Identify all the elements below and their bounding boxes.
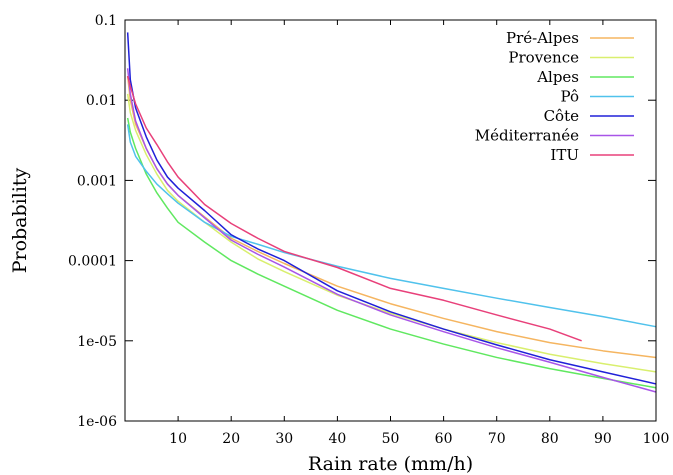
series-line	[126, 32, 657, 385]
series-line	[126, 93, 657, 373]
legend-label: Côte	[544, 107, 580, 125]
legend-label: Pré-Alpes	[506, 29, 579, 47]
x-tick-label: 50	[382, 431, 400, 447]
series-lines	[126, 32, 657, 393]
y-tick-label: 0.01	[86, 93, 117, 109]
x-axis-title: Rain rate (mm/h)	[308, 453, 473, 475]
plot-frame	[124, 19, 657, 422]
x-tick-label: 100	[643, 431, 670, 447]
y-tick-label: 0.1	[95, 13, 117, 29]
x-tick-label: 80	[541, 431, 559, 447]
legend-label: ITU	[550, 146, 579, 164]
x-tick-label: 10	[169, 431, 187, 447]
series-line	[126, 124, 657, 328]
x-tick-label: 40	[328, 431, 346, 447]
legend-label: Provence	[508, 49, 579, 67]
x-tick-label: 20	[222, 431, 240, 447]
x-tick-label: 60	[435, 431, 453, 447]
y-tick-label: 1e-06	[77, 414, 117, 430]
y-tick-label: 0.001	[77, 173, 117, 189]
series-line	[126, 68, 657, 393]
legend-label: Pô	[560, 88, 579, 106]
legend-label: Méditerranée	[475, 127, 579, 145]
series-line	[126, 75, 582, 342]
axis-ticks: 10 20 30 40 50 60 70 80 90 100 0.1 0.01 0.001 0.0001 1…	[68, 13, 669, 447]
legend-label: Alpes	[536, 68, 579, 86]
x-tick-label: 90	[594, 431, 612, 447]
x-tick-label: 30	[275, 431, 293, 447]
y-axis-title: Probability	[9, 167, 31, 273]
y-tick-label: 0.0001	[68, 254, 117, 270]
x-tick-label: 70	[488, 431, 506, 447]
y-tick-label: 1e-05	[77, 334, 117, 350]
